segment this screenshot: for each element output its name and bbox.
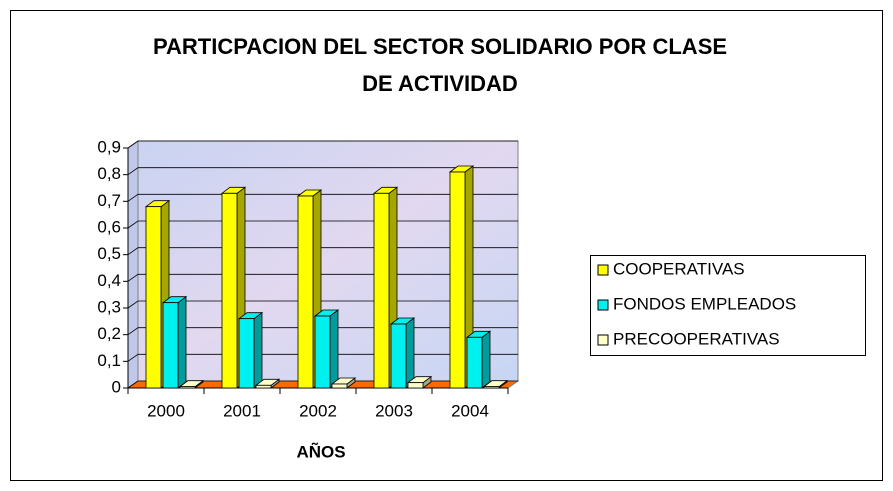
bar <box>466 336 483 389</box>
bar <box>483 386 500 389</box>
chart-title: PARTICPACION DEL SECTOR SOLIDARIO POR CL… <box>153 34 727 96</box>
bar <box>221 192 238 389</box>
bar <box>331 383 348 389</box>
legend-label: PRECOOPERATIVAS <box>613 329 780 348</box>
y-tick-label: 0,8 <box>97 164 121 183</box>
legend-label: FONDOS EMPLEADOS <box>613 294 796 313</box>
y-tick-label: 0 <box>112 377 121 396</box>
x-axis-label: AÑOS <box>296 441 345 461</box>
bar-side-shade <box>254 312 262 388</box>
side-wall <box>127 140 139 389</box>
bar <box>255 384 272 389</box>
x-tick-label: 2000 <box>147 401 185 420</box>
y-tick-label: 0,2 <box>97 324 121 343</box>
x-tick-label: 2002 <box>299 401 337 420</box>
y-tick-label: 0,7 <box>97 191 121 210</box>
x-tick-label: 2001 <box>223 401 261 420</box>
legend-swatch <box>597 299 609 311</box>
bar <box>449 171 466 389</box>
grid-line <box>127 167 518 175</box>
y-tick-label: 0,6 <box>97 217 121 236</box>
y-tick-label: 0,1 <box>97 351 121 370</box>
legend-swatch <box>597 334 609 346</box>
bar <box>179 386 196 389</box>
legend-swatch <box>597 264 609 276</box>
bar-side-shade <box>482 331 490 388</box>
bar-side-shade <box>423 376 431 388</box>
y-tick-label: 0,3 <box>97 297 121 316</box>
bar <box>238 318 255 389</box>
legend-box <box>590 255 866 356</box>
x-tick-label: 2004 <box>451 401 489 420</box>
y-tick-label: 0,4 <box>97 271 121 290</box>
bar-side-shade <box>406 318 414 388</box>
legend-label: COOPERATIVAS <box>613 259 745 278</box>
bar-side-shade <box>347 378 355 388</box>
y-tick-label: 0,9 <box>97 137 121 156</box>
y-tick-label: 0,5 <box>97 244 121 263</box>
bar-side-shade <box>465 166 473 388</box>
bar-side-shade <box>178 296 186 388</box>
bar <box>162 302 179 389</box>
bar <box>390 323 407 389</box>
bar <box>373 192 390 389</box>
bar <box>297 195 314 389</box>
grid-line <box>127 140 518 149</box>
bar <box>407 382 424 389</box>
bar <box>314 315 331 389</box>
bar-side-shade <box>330 310 338 388</box>
bar <box>145 206 162 389</box>
x-tick-label: 2003 <box>375 401 413 420</box>
bar-side-shade <box>271 379 279 388</box>
